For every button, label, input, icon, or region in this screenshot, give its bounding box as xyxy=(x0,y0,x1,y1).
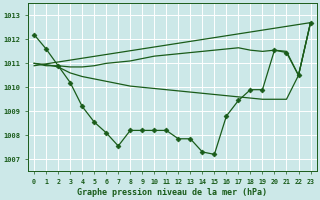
X-axis label: Graphe pression niveau de la mer (hPa): Graphe pression niveau de la mer (hPa) xyxy=(77,188,267,197)
